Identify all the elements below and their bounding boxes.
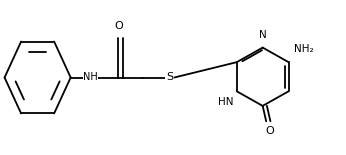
Text: O: O — [114, 21, 123, 31]
Text: O: O — [265, 126, 274, 136]
Text: HN: HN — [218, 97, 233, 107]
Text: N: N — [259, 30, 266, 40]
Text: NH: NH — [83, 73, 98, 82]
Text: S: S — [166, 73, 173, 82]
Text: NH₂: NH₂ — [294, 44, 313, 54]
